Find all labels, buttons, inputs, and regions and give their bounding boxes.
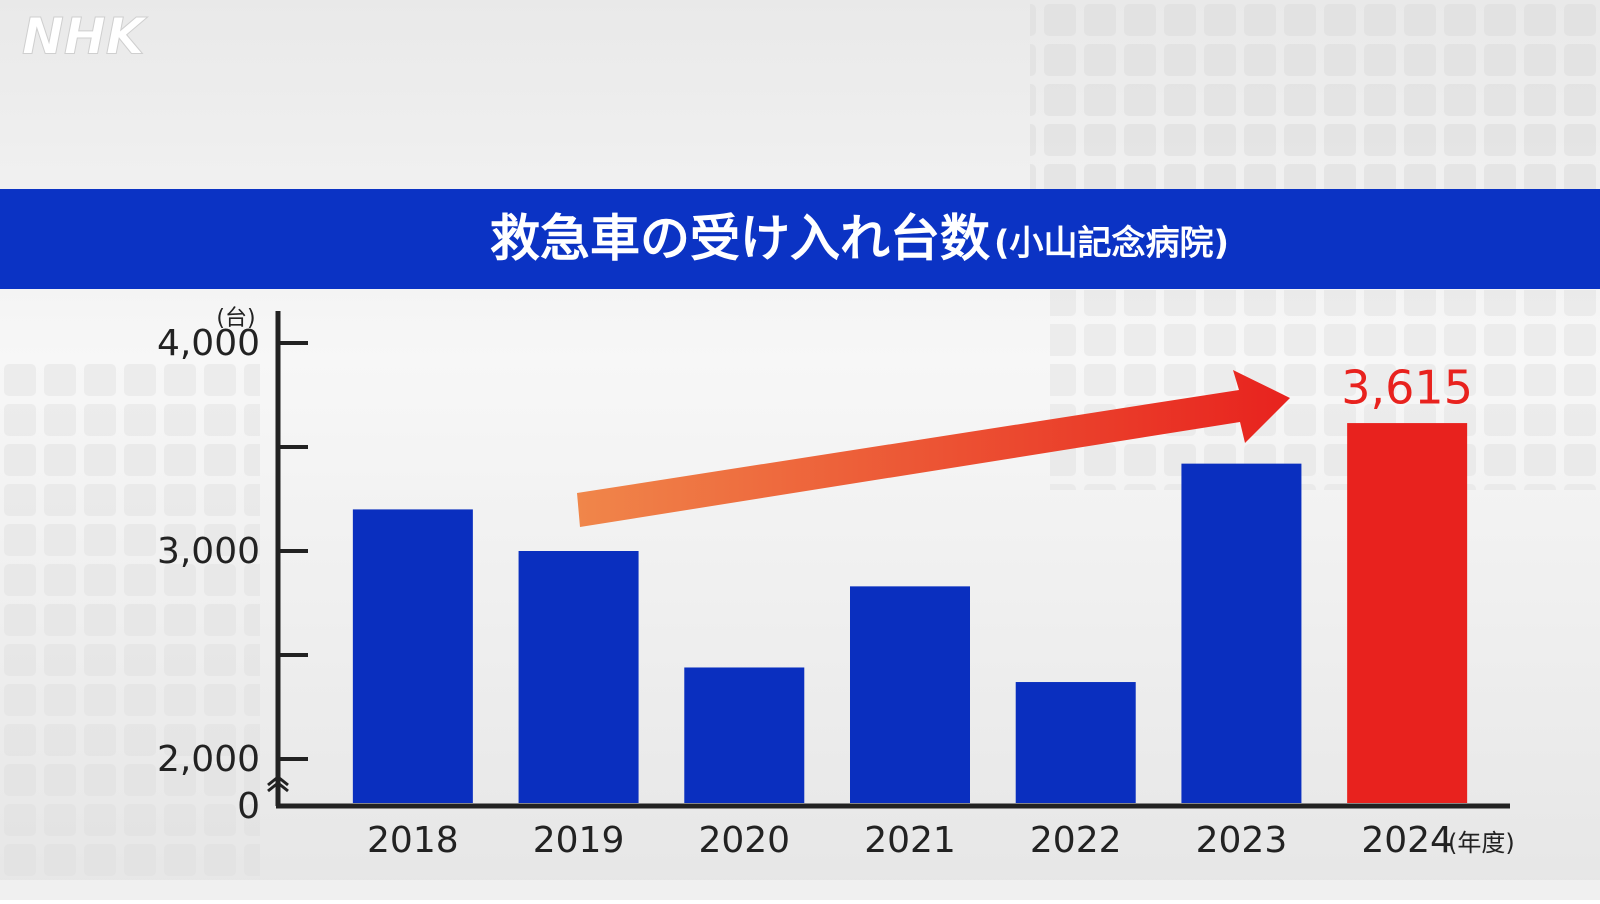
background-pattern [1030, 0, 1600, 190]
y-unit: (台) [216, 306, 255, 331]
y-tick-label: 3,000 [157, 531, 260, 572]
chart-title: 救急車の受け入れ台数 [490, 210, 990, 268]
x-tick-label: 2018 [367, 820, 459, 861]
x-tick-label: 2021 [864, 820, 956, 861]
logo: NHK [22, 8, 148, 66]
value-label: 3,615 [1341, 361, 1473, 415]
x-tick-label: 2020 [698, 820, 790, 861]
title-band [0, 189, 1600, 289]
axis-break [267, 775, 289, 793]
x-tick-label: 2022 [1030, 820, 1122, 861]
background-pattern [1050, 290, 1600, 490]
y-tick-label: 4,000 [157, 323, 260, 364]
x-tick-label: 2024 [1361, 820, 1453, 861]
bar [684, 667, 805, 803]
bar [518, 551, 639, 803]
bar [850, 586, 970, 803]
x-tick-label: 2023 [1196, 820, 1288, 861]
bar [1181, 463, 1302, 803]
x-unit: (年度) [1448, 829, 1515, 857]
trend-arrow [577, 370, 1290, 527]
x-tick-label: 2019 [533, 820, 625, 861]
bar [1015, 682, 1136, 803]
y-tick-label: 2,000 [157, 739, 260, 780]
bottom-strip [0, 880, 1600, 900]
background-pattern [0, 360, 260, 900]
bar [352, 509, 473, 803]
y-tick-label: 0 [237, 786, 260, 827]
chart-subtitle: (小山記念病院) [994, 224, 1229, 264]
bar [1347, 423, 1468, 803]
